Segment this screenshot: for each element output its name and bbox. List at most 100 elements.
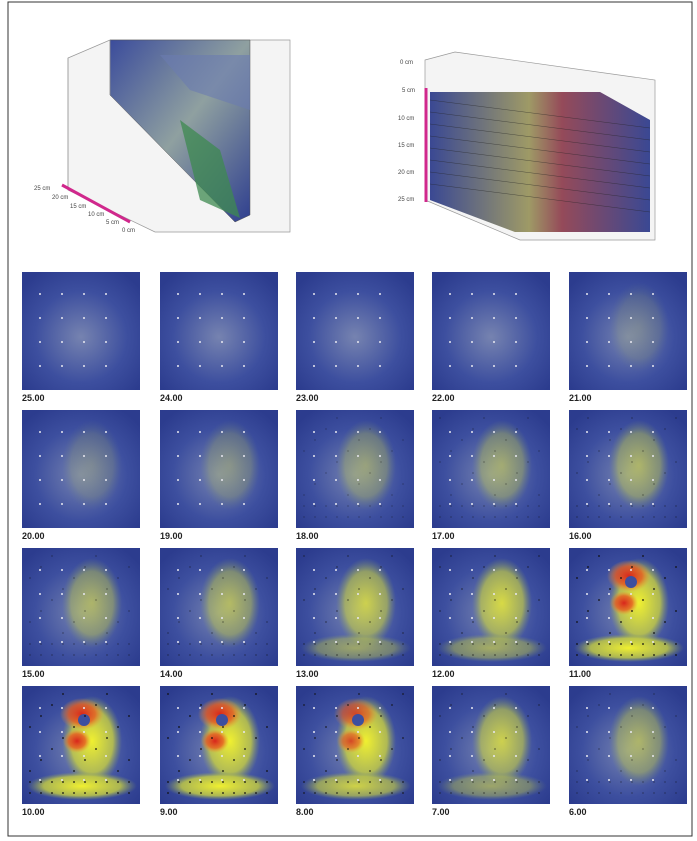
vector-dot (391, 781, 393, 783)
sensor-dot (243, 779, 245, 781)
sensor-dot (39, 593, 41, 595)
vector-dot (631, 781, 633, 783)
vector-dot (461, 654, 463, 656)
vector-dot (314, 439, 316, 441)
vector-dot (494, 494, 496, 496)
vector-dot (402, 439, 404, 441)
vector-dot (358, 516, 360, 518)
slice-label: 16.00 (569, 531, 592, 541)
sensor-dot (105, 341, 107, 343)
sensor-dot (199, 593, 201, 595)
vector-dot (314, 588, 316, 590)
sensor-dot (471, 317, 473, 319)
sensor-dot (221, 317, 223, 319)
vector-dot (450, 704, 452, 706)
sensor-dot (586, 641, 588, 643)
vector-dot (40, 792, 42, 794)
vector-dot (314, 654, 316, 656)
vector-dot (358, 643, 360, 645)
vector-dot (576, 428, 578, 430)
vector-dot (516, 781, 518, 783)
depth-label: 0 cm (400, 60, 413, 66)
sensor-dot (221, 707, 223, 709)
vector-dot (73, 577, 75, 579)
vector-dot (84, 566, 86, 568)
depth-label: 25 cm (398, 197, 414, 203)
vector-dot (527, 759, 529, 761)
vector-dot (461, 693, 463, 695)
vector-dot (675, 566, 677, 568)
vector-dot (200, 748, 202, 750)
sensor-dot (630, 503, 632, 505)
vector-dot (505, 483, 507, 485)
sensor-dot (335, 779, 337, 781)
vector-dot (336, 654, 338, 656)
sensor-dot (652, 779, 654, 781)
vector-dot (587, 516, 589, 518)
vector-dot (631, 610, 633, 612)
vector-dot (527, 516, 529, 518)
sensor-dot (608, 707, 610, 709)
sensor-dot (221, 341, 223, 343)
vector-dot (336, 792, 338, 794)
vector-dot (598, 781, 600, 783)
vector-dot (325, 654, 327, 656)
hot-region (609, 696, 669, 786)
sensor-dot (652, 641, 654, 643)
sensor-dot (199, 341, 201, 343)
vector-dot (527, 610, 529, 612)
vector-dot (336, 643, 338, 645)
slice-label: 9.00 (160, 807, 178, 817)
vector-dot (369, 621, 371, 623)
sensor-dot (608, 341, 610, 343)
vector-dot (494, 599, 496, 601)
vector-dot (189, 715, 191, 717)
vector-dot (95, 555, 97, 557)
sensor-dot (586, 455, 588, 457)
sensor-dot (515, 365, 517, 367)
slice: 8.00 (296, 686, 414, 817)
vector-dot (402, 693, 404, 695)
hot-region (165, 772, 275, 800)
vector-dot (461, 781, 463, 783)
sensor-dot (493, 365, 495, 367)
sensor-dot (61, 779, 63, 781)
vector-dot (84, 715, 86, 717)
vector-dot (587, 417, 589, 419)
sensor-dot (608, 431, 610, 433)
sensor-dot (515, 617, 517, 619)
sensor-dot (61, 503, 63, 505)
sensor-dot (630, 641, 632, 643)
vector-dot (314, 516, 316, 518)
vector-dot (609, 654, 611, 656)
sensor-dot (105, 365, 107, 367)
vector-dot (380, 781, 382, 783)
vector-dot (450, 450, 452, 452)
vector-dot (391, 748, 393, 750)
sensor-dot (83, 731, 85, 733)
sensor-dot (221, 617, 223, 619)
vector-dot (51, 555, 53, 557)
sensor-dot (449, 503, 451, 505)
sensor-dot (199, 503, 201, 505)
vector-dot (538, 555, 540, 557)
vector-dot (675, 610, 677, 612)
vector-dot (325, 770, 327, 772)
sensor-dot (608, 641, 610, 643)
vector-dot (461, 792, 463, 794)
vector-dot (51, 748, 53, 750)
vector-dot (347, 505, 349, 507)
vector-dot (95, 704, 97, 706)
vector-dot (642, 792, 644, 794)
sensor-dot (493, 641, 495, 643)
vector-dot (200, 643, 202, 645)
sensor-dot (357, 293, 359, 295)
vector-dot (642, 505, 644, 507)
sensor-dot (335, 593, 337, 595)
sensor-dot (357, 731, 359, 733)
vector-dot (598, 555, 600, 557)
vector-dot (516, 792, 518, 794)
slice: 11.00 (569, 548, 687, 679)
vector-dot (461, 737, 463, 739)
depth-label: 10 cm (398, 116, 414, 122)
